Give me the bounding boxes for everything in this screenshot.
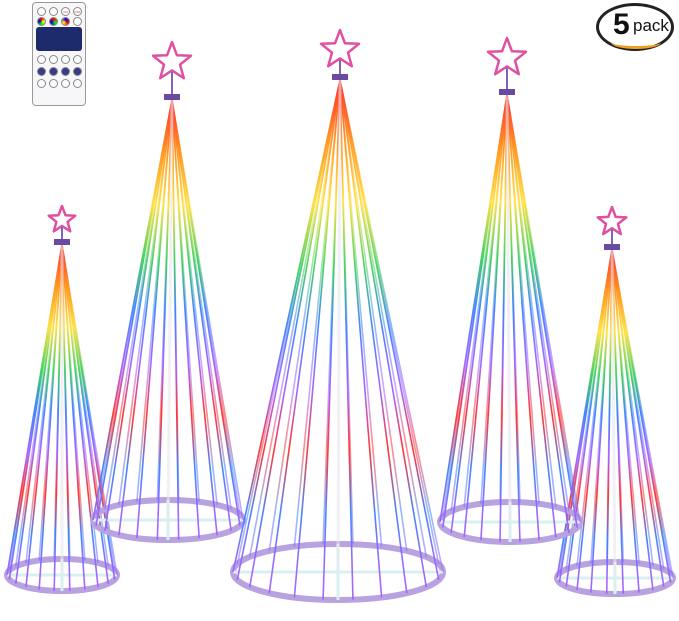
remote-panel — [36, 27, 82, 51]
tree-center-largest — [230, 28, 446, 603]
tree-tall-left — [90, 40, 246, 543]
light-strand — [14, 244, 63, 567]
star-icon — [596, 205, 628, 236]
star-icon — [486, 36, 528, 76]
light-strand — [339, 79, 428, 588]
light-strand — [339, 79, 408, 594]
light-strand — [268, 79, 341, 594]
tree-topper — [54, 239, 70, 245]
light-strand — [339, 79, 428, 558]
remote-button — [49, 55, 58, 64]
light-strand — [450, 94, 508, 512]
remote-button — [73, 67, 82, 76]
light-strand — [171, 99, 232, 510]
tree-topper — [164, 94, 180, 100]
light-strand — [339, 79, 440, 565]
tree-topper — [332, 74, 348, 80]
light-strand — [171, 99, 241, 515]
light-strand — [61, 244, 116, 571]
light-strand — [268, 79, 341, 551]
light-strand — [442, 94, 508, 517]
light-strand — [171, 99, 180, 501]
remote-on-button: ON — [61, 7, 70, 16]
light-strand — [293, 79, 341, 598]
light-strand — [61, 244, 99, 563]
light-strand — [118, 99, 173, 505]
remote-button — [49, 79, 58, 88]
light-strand — [576, 249, 613, 566]
light-strand — [611, 249, 672, 574]
light-strand — [171, 99, 218, 505]
tree-small-right — [554, 205, 676, 597]
remote-control: ON OFF — [32, 2, 86, 106]
light-strand — [136, 99, 173, 502]
light-strand — [25, 244, 63, 563]
star-icon — [319, 28, 361, 68]
light-strand — [248, 79, 341, 588]
light-strand — [95, 99, 173, 515]
tree-pole — [336, 79, 342, 573]
remote-button — [37, 79, 46, 88]
tree-pole — [610, 249, 617, 579]
light-strand — [499, 94, 508, 503]
remote-color-button — [61, 17, 70, 26]
remote-button — [49, 7, 58, 16]
light-strand — [38, 244, 63, 561]
light-strand — [322, 79, 341, 545]
tree-pole — [166, 99, 174, 521]
light-strand — [61, 244, 86, 561]
smile-arrow-icon — [611, 36, 661, 49]
light-strand — [293, 79, 341, 547]
light-strand — [339, 79, 354, 545]
star-icon — [47, 204, 77, 233]
remote-button — [37, 55, 46, 64]
light-strand — [506, 94, 521, 503]
remote-button — [37, 7, 46, 16]
remote-button — [73, 55, 82, 64]
light-strand — [104, 99, 173, 510]
light-strand — [506, 94, 570, 512]
light-strand — [339, 79, 383, 547]
light-strand — [590, 249, 613, 564]
remote-color-button — [37, 17, 46, 26]
tree-topper — [499, 89, 515, 95]
light-strand — [506, 94, 578, 517]
pack-count: 5 — [613, 8, 630, 41]
star-icon — [151, 40, 193, 80]
tree-small-left — [4, 204, 120, 594]
tree-pole — [505, 94, 512, 523]
pack-count-badge: 5 pack — [596, 3, 674, 51]
light-strand — [480, 94, 508, 504]
remote-off-button: OFF — [73, 7, 82, 16]
remote-color-button — [49, 17, 58, 26]
remote-button — [61, 79, 70, 88]
light-strand — [156, 99, 173, 501]
light-strand — [611, 249, 640, 564]
light-strand — [248, 79, 341, 558]
tree-topper — [604, 244, 620, 250]
pack-label: pack — [633, 16, 669, 35]
light-strand — [611, 249, 654, 567]
remote-button — [61, 55, 70, 64]
remote-button — [61, 67, 70, 76]
light-strand — [506, 94, 540, 504]
light-strand — [236, 79, 341, 565]
light-strand — [558, 249, 613, 574]
light-strand — [611, 249, 665, 570]
remote-button — [37, 67, 46, 76]
tree-tall-right — [437, 36, 583, 545]
light-strand — [463, 94, 508, 507]
light-strand — [8, 244, 63, 571]
remote-button — [73, 17, 82, 26]
remote-button — [73, 79, 82, 88]
light-strand — [171, 99, 200, 502]
light-strand — [506, 94, 557, 507]
light-strand — [339, 79, 408, 551]
remote-button — [49, 67, 58, 76]
